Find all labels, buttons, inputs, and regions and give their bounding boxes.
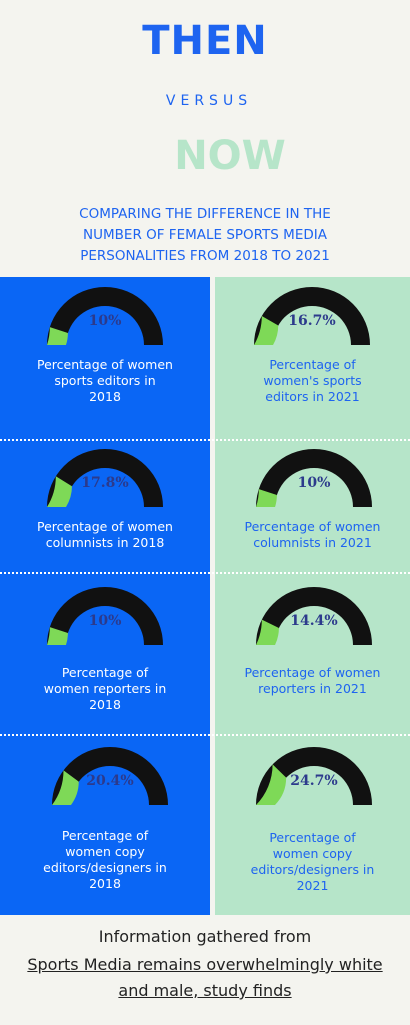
label-line: Percentage of (269, 830, 356, 845)
label-sports-editors-2018: Percentage of women sports editors in 20… (10, 357, 200, 405)
gauge-graphic (47, 449, 163, 507)
label-line: editors/designers in (43, 860, 167, 875)
label-line: Percentage of (269, 357, 356, 372)
label-line: 2021 (296, 878, 329, 893)
gauge-track (47, 587, 163, 645)
label-columnists-2021: Percentage of women columnists in 2021 (220, 519, 405, 551)
subtitle-line-2: NUMBER OF FEMALE SPORTS MEDIA (83, 227, 327, 243)
gauge-fill (256, 764, 287, 805)
gauge-fill (52, 770, 79, 805)
label-line: columnists in 2021 (253, 535, 372, 550)
gauge-graphic (256, 587, 372, 645)
title-now: NOW (174, 133, 286, 179)
title-then: THEN (142, 18, 268, 64)
label-line: Percentage of women (37, 357, 173, 372)
gauge-sports-editors-2021: 16.7% (252, 285, 372, 345)
gauge-copy-editors-2021: 24.7% (254, 745, 374, 805)
source-link[interactable]: Sports Media remains overwhelmingly whit… (0, 952, 410, 1004)
gauge-track (256, 449, 372, 507)
gauge-fill (254, 315, 279, 345)
gauge-fill (256, 619, 279, 645)
gauge-track (256, 747, 372, 805)
gauge-value: 20.4% (86, 773, 134, 789)
label-line: women copy (272, 846, 353, 861)
label-line: sports editors in (54, 373, 156, 388)
row-divider-2 (0, 572, 410, 574)
row-divider-3 (0, 734, 410, 736)
gauge-sports-editors-2018: 10% (45, 285, 165, 345)
label-line: women copy (65, 844, 145, 859)
source-intro: Information gathered from (98, 927, 312, 946)
label-line: reporters in 2021 (258, 681, 367, 696)
gauge-value: 10% (88, 313, 122, 329)
gauge-value: 17.8% (81, 475, 129, 491)
gauge-graphic (254, 287, 370, 345)
gauge-fill (256, 489, 277, 507)
label-line: editors/designers in (250, 862, 375, 877)
gauge-track (52, 747, 168, 805)
label-line: columnists in 2018 (45, 535, 165, 550)
gauge-value: 24.7% (290, 773, 338, 789)
gauge-value: 10% (297, 475, 331, 491)
gauge-graphic (256, 747, 372, 805)
gauge-track (47, 449, 163, 507)
title-versus: VERSUS (165, 93, 253, 109)
gauge-graphic (47, 587, 163, 645)
label-line: 2018 (89, 389, 121, 404)
label-line: women reporters in (43, 681, 167, 696)
source-link-line-1[interactable]: Sports Media remains overwhelmingly whit… (27, 955, 383, 974)
label-sports-editors-2021: Percentage of women's sports editors in … (220, 357, 405, 405)
source-link-line-2[interactable]: and male, study finds (118, 981, 292, 1000)
label-line: Percentage of women (244, 519, 381, 534)
gauge-value: 10% (88, 613, 122, 629)
gauge-graphic (52, 747, 168, 805)
gauge-track (254, 287, 370, 345)
label-line: 2018 (89, 697, 121, 712)
gauge-value: 14.4% (290, 613, 338, 629)
label-line: women's sports (263, 373, 362, 388)
gauge-graphic (256, 449, 372, 507)
subtitle-line-1: COMPARING THE DIFFERENCE IN THE (79, 206, 331, 222)
subtitle: COMPARING THE DIFFERENCE IN THE NUMBER O… (70, 204, 340, 267)
gauge-fill (47, 327, 68, 345)
gauge-columnists-2018: 17.8% (45, 447, 165, 507)
gauge-track (256, 587, 372, 645)
gauge-reporters-2021: 14.4% (254, 585, 374, 645)
label-reporters-2021: Percentage of women reporters in 2021 (220, 665, 405, 697)
gauge-value: 16.7% (288, 313, 336, 329)
label-line: Percentage of (61, 828, 149, 843)
row-divider-1 (0, 439, 410, 441)
label-line: 2018 (89, 876, 121, 891)
label-copy-editors-2021: Percentage of women copy editors/designe… (220, 830, 405, 894)
label-line: Percentage of women (244, 665, 381, 680)
subtitle-line-3: PERSONALITIES FROM 2018 TO 2021 (80, 248, 330, 264)
label-copy-editors-2018: Percentage of women copy editors/designe… (10, 828, 200, 892)
gauge-graphic (47, 287, 163, 345)
gauge-fill (47, 476, 72, 507)
label-columnists-2018: Percentage of women columnists in 2018 (10, 519, 200, 551)
gauge-reporters-2018: 10% (45, 585, 165, 645)
label-line: Percentage of (61, 665, 149, 680)
label-line: Percentage of women (37, 519, 173, 534)
gauge-track (47, 287, 163, 345)
gauge-fill (47, 627, 68, 645)
gauge-columnists-2021: 10% (254, 447, 374, 507)
gauge-copy-editors-2018: 20.4% (50, 745, 170, 805)
label-reporters-2018: Percentage of women reporters in 2018 (10, 665, 200, 713)
label-line: editors in 2021 (265, 389, 360, 404)
